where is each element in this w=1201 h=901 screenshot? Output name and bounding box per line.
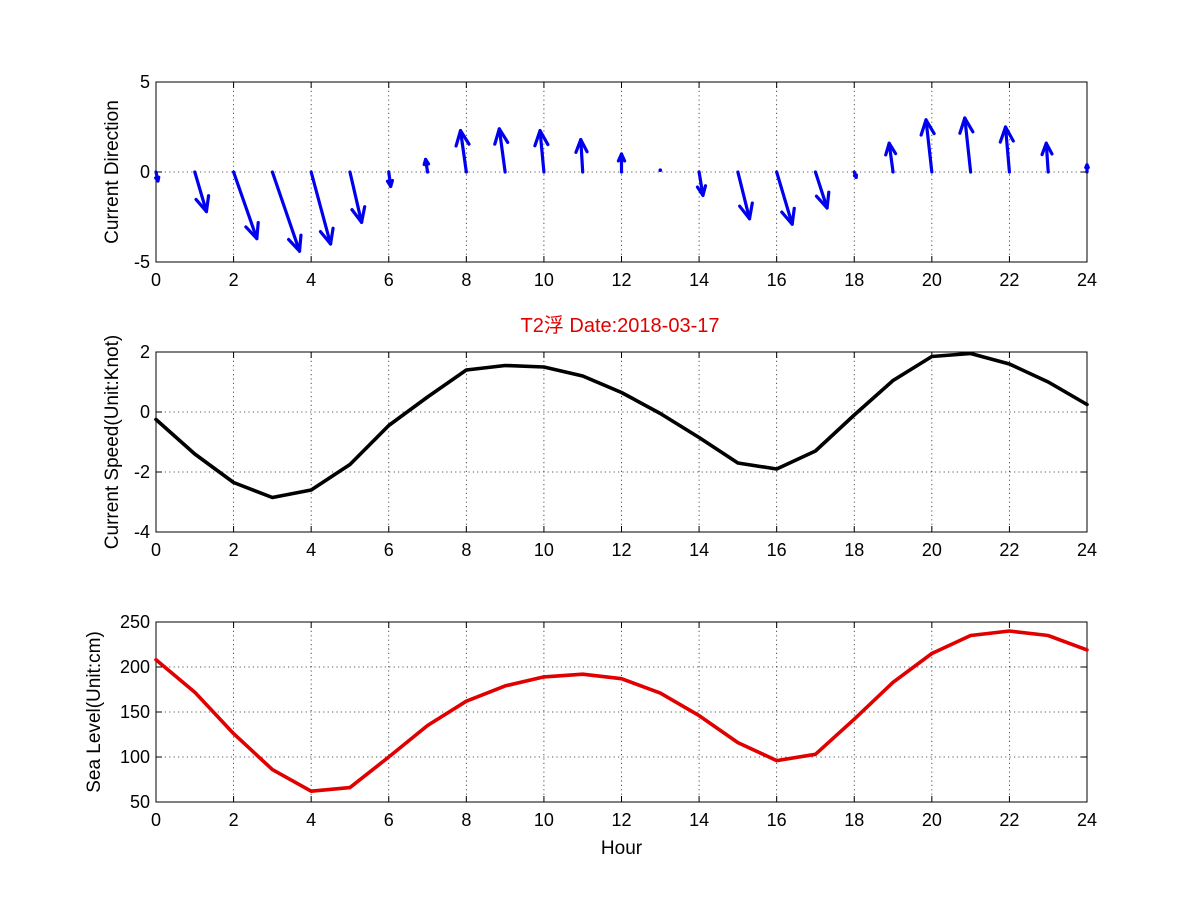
y-tick-label: 50 [130,792,150,812]
direction-arrow [348,170,367,224]
x-tick-label: 10 [534,270,554,290]
x-tick-label: 4 [306,540,316,560]
x-tick-label: 6 [384,270,394,290]
direction-arrow [574,138,589,174]
x-tick-label: 2 [229,270,239,290]
x-tick-label: 4 [306,270,316,290]
x-tick-label: 16 [767,270,787,290]
direction-arrow [658,168,663,172]
direction-arrow [998,125,1015,174]
direction-arrow [884,141,898,174]
direction-arrow [422,157,431,174]
x-tick-label: 24 [1077,810,1097,830]
x-tick-label: 6 [384,540,394,560]
current-direction-ticks: 0 2 4 6 8 10 12 14 16 18 20 22 24-505 [134,72,1097,290]
y-tick-label: -5 [134,252,150,272]
y-tick-label: 200 [120,657,150,677]
x-tick-label: 12 [611,270,631,290]
direction-arrow [154,170,161,183]
current-direction-panel: 0 2 4 6 8 10 12 14 16 18 20 22 24-505 Current Direct… [102,72,1097,290]
y-tick-label: -2 [134,462,150,482]
x-tick-label: 8 [461,270,471,290]
current-speed-panel: 0 2 4 6 8 10 12 14 16 18 20 22 24-4-202 Current Spee… [102,335,1097,560]
x-tick-label: 22 [999,270,1019,290]
current-direction-arrows [154,116,1090,253]
x-tick-label: 18 [844,270,864,290]
y-tick-label: 150 [120,702,150,722]
x-tick-label: 0 [151,810,161,830]
current-direction-y-axis-label: Current Direction [102,100,123,244]
current-speed-y-axis-label: Current Speed(Unit:Knot) [102,335,123,549]
x-tick-label: 4 [306,810,316,830]
direction-arrow [1084,163,1090,174]
x-tick-label: 20 [922,810,942,830]
x-tick-label: 18 [844,810,864,830]
x-tick-label: 14 [689,270,709,290]
direction-arrow [309,170,335,246]
direction-arrow [193,170,211,214]
x-tick-label: 6 [384,810,394,830]
x-tick-label: 12 [611,810,631,830]
x-tick-label: 20 [922,270,942,290]
direction-arrow [775,170,796,226]
x-tick-label: 14 [689,540,709,560]
y-tick-label: 2 [140,342,150,362]
direction-arrow [852,170,858,179]
sea-level-y-axis-label: Sea Level(Unit:cm) [84,631,105,793]
direction-arrow [533,129,550,174]
sea-level-line [154,629,1089,794]
direction-arrow [454,129,471,174]
x-tick-label: 20 [922,540,942,560]
x-tick-label: 2 [229,540,239,560]
chart-title: T2浮 Date:2018-03-17 [520,314,719,337]
direction-arrow [813,170,831,210]
x-tick-label: 22 [999,540,1019,560]
direction-arrow [958,116,975,174]
direction-arrow [736,170,754,221]
x-tick-label: 2 [229,810,239,830]
y-tick-label: -4 [134,522,150,542]
x-tick-label: 22 [999,810,1019,830]
x-tick-label: 16 [767,540,787,560]
y-tick-label: 0 [140,402,150,422]
x-tick-label: 10 [534,540,554,560]
y-tick-label: 100 [120,747,150,767]
direction-arrow [385,170,395,188]
current-speed-grid [156,352,1087,532]
x-tick-label: 24 [1077,540,1097,560]
direction-arrow [1040,141,1054,174]
direction-arrow [919,118,936,174]
direction-arrow [270,170,303,253]
sea-level-series [154,629,1089,794]
x-tick-label: 0 [151,270,161,290]
y-tick-label: 0 [140,162,150,182]
direction-arrow [695,170,708,197]
x-tick-label: 12 [611,540,631,560]
sea-level-grid [156,622,1087,802]
x-tick-label: 24 [1077,270,1097,290]
x-tick-label: 0 [151,540,161,560]
y-tick-label: 250 [120,612,150,632]
direction-arrow [493,127,510,174]
x-tick-label: 8 [461,540,471,560]
direction-arrow [616,152,627,174]
x-tick-label: 8 [461,810,471,830]
x-tick-label: 18 [844,540,864,560]
sea-level-x-axis-label: Hour [601,838,643,859]
x-tick-label: 10 [534,810,554,830]
direction-arrow [231,170,260,241]
x-tick-label: 16 [767,810,787,830]
y-tick-label: 5 [140,72,150,92]
current-speed-ticks: 0 2 4 6 8 10 12 14 16 18 20 22 24-4-202 [134,342,1097,560]
x-tick-label: 14 [689,810,709,830]
